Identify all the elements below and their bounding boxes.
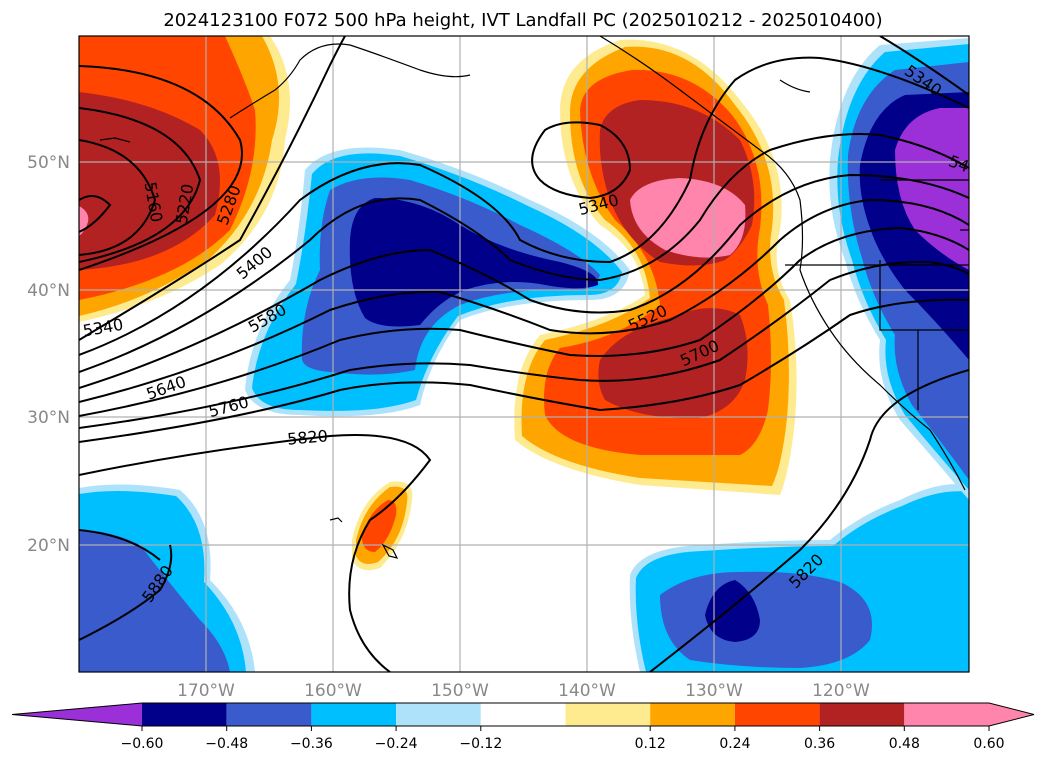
ivt-negative-east bbox=[829, 38, 969, 500]
lon-label-160w: 160°W bbox=[304, 681, 362, 701]
latitude-labels: 50°N 40°N 30°N 20°N bbox=[27, 153, 70, 556]
colorbar-tick-label: 0.36 bbox=[804, 736, 835, 752]
colorbar-extend-high bbox=[989, 703, 1034, 726]
colorbar-tick-label: −0.24 bbox=[375, 736, 418, 752]
map-title: 2024123100 F072 500 hPa height, IVT Land… bbox=[163, 10, 882, 31]
colorbar-tick-label: −0.12 bbox=[459, 736, 502, 752]
lon-label-120w: 120°W bbox=[812, 681, 870, 701]
lat-label-50n: 50°N bbox=[27, 153, 70, 173]
colorbar: −0.60 −0.48 −0.36 −0.24 −0.12 0.12 0.24 0.36 0.4… bbox=[11, 702, 1035, 752]
colorbar-tick-label: 0.60 bbox=[973, 736, 1004, 752]
colorbar-segment bbox=[819, 703, 905, 726]
lon-label-150w: 150°W bbox=[431, 681, 489, 701]
colorbar-tick-label: 0.24 bbox=[719, 736, 750, 752]
map-panel: 5160 5220 5280 5340 5400 5580 5640 5760 … bbox=[79, 36, 972, 672]
contour-label: 54 bbox=[946, 151, 972, 176]
colorbar-segment bbox=[142, 703, 227, 726]
lon-label-140w: 140°W bbox=[558, 681, 616, 701]
colorbar-tick-label: −0.48 bbox=[205, 736, 248, 752]
colorbar-segment bbox=[480, 703, 566, 726]
lat-label-20n: 20°N bbox=[27, 536, 70, 556]
colorbar-segment bbox=[650, 703, 735, 726]
colorbar-tick-label: 0.48 bbox=[889, 736, 920, 752]
colorbar-segment bbox=[904, 703, 989, 726]
colorbar-segment bbox=[565, 703, 651, 726]
contour-label: 5820 bbox=[286, 426, 328, 448]
lon-label-170w: 170°W bbox=[177, 681, 235, 701]
graticule bbox=[79, 36, 969, 672]
colorbar-segment bbox=[396, 703, 481, 726]
map-frame bbox=[78, 35, 970, 673]
colorbar-segment bbox=[734, 703, 820, 726]
colorbar-tick-label: −0.60 bbox=[121, 736, 164, 752]
colorbar-tick-label: −0.36 bbox=[290, 736, 333, 752]
coastlines bbox=[99, 36, 969, 559]
colorbar-segment bbox=[311, 703, 397, 726]
height-contours bbox=[79, 36, 969, 672]
lon-label-130w: 130°W bbox=[685, 681, 743, 701]
longitude-labels: 170°W 160°W 150°W 140°W 130°W 120°W bbox=[177, 681, 870, 701]
lat-label-30n: 30°N bbox=[27, 408, 70, 428]
ivt-positive-east bbox=[514, 39, 797, 496]
colorbar-tick-label: 0.12 bbox=[635, 736, 666, 752]
colorbar-extend-low bbox=[12, 703, 142, 726]
colorbar-segment bbox=[226, 703, 312, 726]
lat-label-40n: 40°N bbox=[27, 281, 70, 301]
